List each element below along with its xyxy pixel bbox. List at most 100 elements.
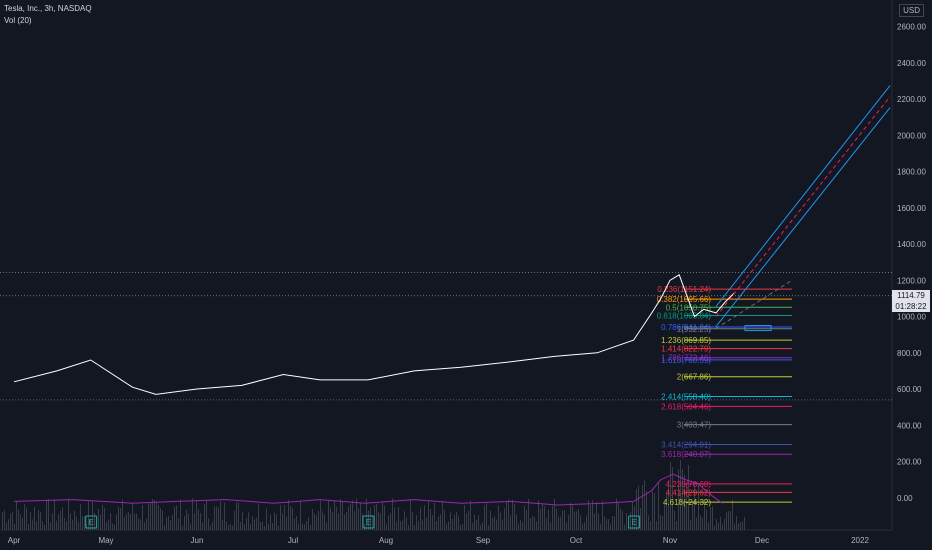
volume-bar xyxy=(48,498,49,530)
volume-bar xyxy=(532,516,533,530)
volume-bar xyxy=(30,512,31,530)
volume-bar xyxy=(494,516,495,530)
channel-lower-line[interactable] xyxy=(715,107,891,327)
volume-bar xyxy=(210,525,211,530)
range-rectangle[interactable] xyxy=(744,325,772,332)
volume-bar xyxy=(302,523,303,530)
fib-level-label: 4.414(29.62) xyxy=(666,488,712,497)
volume-bar xyxy=(588,500,589,530)
volume-bar xyxy=(342,501,343,530)
volume-bar xyxy=(178,518,179,530)
volume-bar xyxy=(238,502,239,530)
volume-bar xyxy=(646,490,647,530)
volume-bar xyxy=(60,510,61,530)
volume-bar xyxy=(138,518,139,530)
volume-bar xyxy=(622,510,623,530)
channel-upper-line[interactable] xyxy=(715,85,891,307)
volume-bar xyxy=(84,516,85,530)
volume-bar xyxy=(608,519,609,530)
volume-bar xyxy=(664,502,665,530)
volume-bar xyxy=(86,523,87,530)
volume-bar xyxy=(28,523,29,530)
last-price-value: 1114.79 xyxy=(897,291,925,300)
currency-badge[interactable]: USD xyxy=(899,4,924,17)
volume-bar xyxy=(728,511,729,530)
fib-level-label: 4.618(-24.32) xyxy=(663,498,711,507)
volume-bar xyxy=(400,521,401,530)
volume-bar xyxy=(324,514,325,530)
volume-bar xyxy=(656,520,657,530)
volume-bar xyxy=(392,498,393,530)
volume-bar xyxy=(548,509,549,530)
volume-bar xyxy=(56,520,57,530)
volume-bar xyxy=(154,500,155,530)
volume-bar xyxy=(638,486,639,530)
volume-bar xyxy=(460,525,461,530)
volume-bar xyxy=(470,500,471,530)
volume-bar xyxy=(464,505,465,530)
volume-bar xyxy=(474,514,475,530)
volume-bar xyxy=(644,480,645,530)
volume-bar xyxy=(146,518,147,530)
earnings-marker[interactable] xyxy=(628,515,641,529)
volume-bar xyxy=(456,511,457,530)
volume-bar xyxy=(614,516,615,530)
volume-bar xyxy=(654,492,655,530)
volume-bar xyxy=(720,516,721,530)
volume-bar xyxy=(562,510,563,530)
volume-bar xyxy=(502,519,503,530)
volume-bar xyxy=(62,507,63,530)
volume-bar xyxy=(394,507,395,530)
volume-bar xyxy=(208,518,209,530)
volume-bar xyxy=(402,520,403,530)
volume-bar xyxy=(610,524,611,530)
volume-bar xyxy=(34,507,35,530)
volume-bar xyxy=(288,499,289,530)
volume-bar xyxy=(444,510,445,530)
volume-bar xyxy=(738,523,739,530)
earnings-marker-label: E xyxy=(631,518,636,527)
volume-bar xyxy=(590,504,591,530)
volume-bar xyxy=(500,512,501,530)
volume-bar xyxy=(580,515,581,530)
volume-bar xyxy=(318,510,319,530)
volume-bar xyxy=(108,519,109,530)
volume-bar xyxy=(426,517,427,530)
volume-bar xyxy=(692,502,693,530)
volume-bar xyxy=(528,498,529,530)
volume-bar xyxy=(340,498,341,530)
volume-bar xyxy=(140,519,141,530)
earnings-marker[interactable] xyxy=(85,515,98,529)
volume-bar xyxy=(650,521,651,530)
volume-bar xyxy=(160,508,161,530)
volume-bar xyxy=(130,513,131,530)
volume-bar xyxy=(356,498,357,530)
volume-bar xyxy=(76,516,77,530)
volume-bar xyxy=(224,502,225,530)
volume-bar xyxy=(308,517,309,530)
fib-level-label: 3(403.47) xyxy=(677,421,712,430)
volume-bar xyxy=(254,519,255,530)
volume-bar xyxy=(204,503,205,530)
fib-level-label: 2.414(558.40) xyxy=(661,393,711,402)
volume-bar xyxy=(452,518,453,530)
volume-bar xyxy=(220,501,221,530)
volume-bar xyxy=(716,519,717,530)
volume-bar xyxy=(640,507,641,530)
earnings-marker[interactable] xyxy=(362,515,375,529)
volume-bar xyxy=(600,523,601,530)
fib-level-label: 1.414(822.79) xyxy=(661,345,711,354)
price-series-line[interactable] xyxy=(13,274,735,395)
volume-bar xyxy=(530,518,531,530)
volume-bar xyxy=(680,459,681,530)
volume-bar xyxy=(454,514,455,530)
volume-bar xyxy=(618,503,619,530)
volume-bar xyxy=(264,525,265,530)
channel-median-line[interactable] xyxy=(715,96,891,317)
trend-line[interactable] xyxy=(715,279,793,329)
volume-bar xyxy=(310,525,311,530)
volume-bar xyxy=(82,516,83,530)
price-series-line[interactable] xyxy=(13,473,723,506)
volume-bar xyxy=(508,499,509,530)
